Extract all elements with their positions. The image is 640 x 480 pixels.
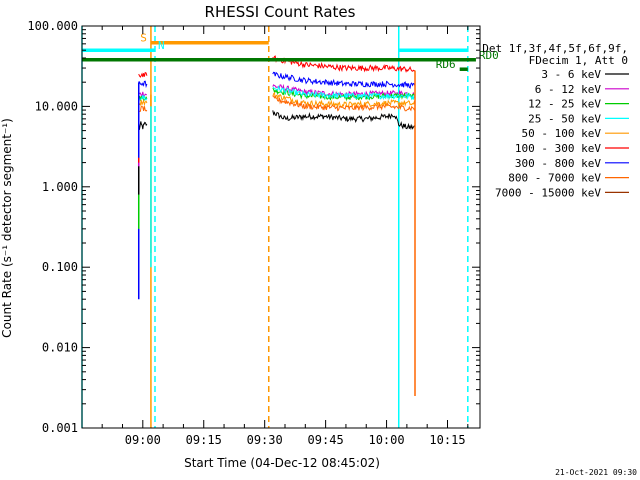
flag-label-3: RD0	[479, 49, 499, 62]
series-line-7-1	[272, 95, 416, 112]
flag-label-1: N	[158, 39, 165, 52]
y-tick-label-3: 1.000	[42, 180, 78, 194]
y-tick-label-1: 0.010	[42, 341, 78, 355]
legend-header-1: FDecim 1, Att 0	[529, 54, 628, 67]
legend-entry-label-1: 6 - 12 keV	[535, 83, 602, 96]
legend-entry-label-0: 3 - 6 keV	[541, 68, 601, 81]
plot-area: SN RD0 RD6	[81, 26, 499, 428]
series-line-7-0	[138, 105, 148, 112]
x-tick-label-2: 09:30	[247, 433, 283, 447]
series-line-5-1	[272, 55, 416, 73]
legend-entry-label-4: 50 - 100 keV	[522, 127, 602, 140]
legend-entry-label-3: 25 - 50 keV	[528, 112, 601, 125]
legend-entry-label-7: 800 - 7000 keV	[508, 172, 601, 185]
y-tick-label-4: 10.000	[35, 99, 78, 113]
flag-label-4: RD6	[436, 58, 456, 71]
y-axis-label: Count Rate (s⁻¹ detector segment⁻¹)	[0, 118, 14, 338]
series-line-3-0	[138, 94, 148, 101]
series-line-1-0	[138, 91, 147, 97]
y-tick-label-5: 100.000	[27, 19, 78, 33]
series-line-6-1	[272, 71, 416, 89]
series-line-6-0	[138, 80, 148, 89]
series-line-4-1	[272, 91, 416, 109]
x-tick-label-4: 10:00	[368, 433, 404, 447]
series-line-0-1	[272, 110, 416, 131]
x-tick-label-3: 09:45	[308, 433, 344, 447]
axes: 0.001 0.010 0.100 1.000 10.000 100.000 09:00 09…	[27, 19, 481, 447]
flag-label-0: S	[140, 32, 147, 45]
legend-entry-label-6: 300 - 800 keV	[515, 157, 601, 170]
plot-frame	[81, 25, 481, 429]
series-line-3-1	[272, 85, 416, 101]
x-tick-label-1: 09:15	[186, 433, 222, 447]
y-tick-label-0: 0.001	[42, 421, 78, 435]
y-tick-label-2: 0.100	[42, 260, 78, 274]
legend-entry-label-2: 12 - 25 keV	[528, 98, 601, 111]
legend-entry-label-5: 100 - 300 keV	[515, 142, 601, 155]
series-line-5-0	[138, 71, 148, 78]
x-tick-label-0: 09:00	[125, 433, 161, 447]
legend-entry-label-8: 7000 - 15000 keV	[495, 186, 601, 199]
legend: Det 1f,3f,4f,5f,6f,9f,FDecim 1, Att 03 -…	[482, 42, 629, 199]
x-axis-label: Start Time (04-Dec-12 08:45:02)	[184, 456, 380, 470]
series-line-4-0	[138, 99, 148, 107]
footer-timestamp: 21-Oct-2021 09:30	[555, 468, 637, 477]
chart-title: RHESSI Count Rates	[205, 3, 356, 21]
x-tick-label-5: 10:15	[429, 433, 465, 447]
legend-header-0: Det 1f,3f,4f,5f,6f,9f,	[482, 42, 628, 55]
series-line-0-0	[138, 121, 148, 131]
